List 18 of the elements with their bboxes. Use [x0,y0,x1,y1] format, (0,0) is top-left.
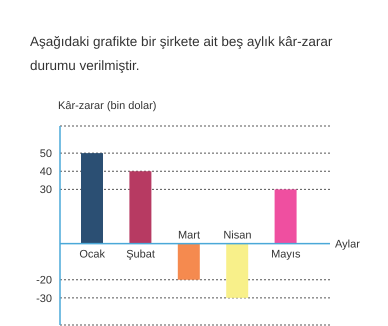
y-tick-label: -20 [36,274,52,287]
x-tick-label: Şubat [126,248,155,261]
x-tick-label: Mayıs [271,248,301,261]
bar [274,189,297,244]
bar [129,171,152,244]
chart-title: Aşağıdaki grafikte bir şirkete ait beş aylık kâr-zarar durumu verilmiştir. [30,33,334,75]
y-tick-label: 30 [40,184,52,196]
y-tick-label: 40 [40,166,52,178]
bar [178,244,200,280]
bar [81,153,103,244]
x-tick-label: Nisan [223,230,252,242]
y-axis-title: Kâr-zarar (bin dolar) [58,100,158,112]
x-axis-title: Aylar [335,238,360,250]
y-tick-label: -30 [36,292,52,305]
y-tick-label: 50 [40,148,52,160]
x-tick-label: Ocak [79,248,106,261]
bar [226,244,248,298]
x-tick-label: Mart [178,230,200,242]
